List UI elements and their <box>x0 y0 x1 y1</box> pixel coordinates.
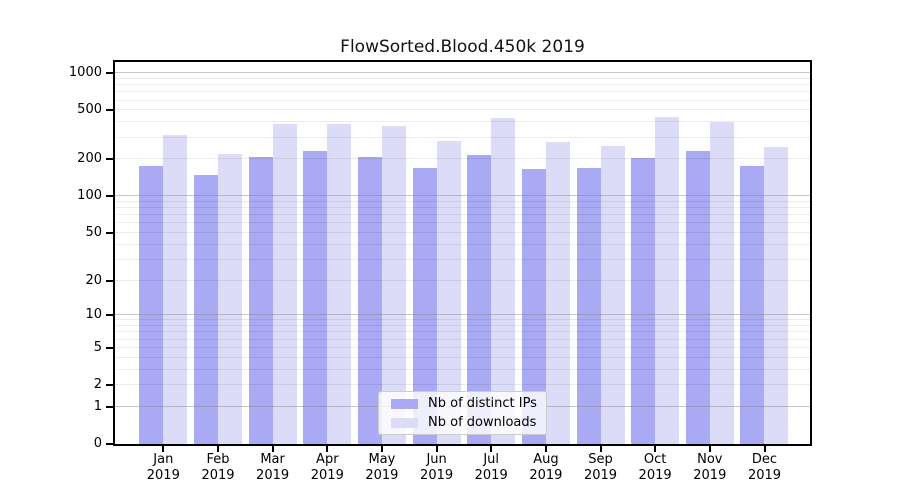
x-label-year-apr: 2019 <box>310 468 344 483</box>
x-label-month-feb: Feb <box>206 452 230 467</box>
legend-label-downloads: Nb of downloads <box>428 414 537 430</box>
y-tick-label-50: 50 <box>85 224 102 240</box>
bar-downloads-may <box>381 125 406 444</box>
y-tick-1000 <box>106 72 113 75</box>
x-label-month-mar: Mar <box>260 452 285 467</box>
bar-downloads-apr <box>327 123 352 444</box>
x-tick-apr <box>326 446 329 452</box>
y-tick-label-0: 0 <box>93 436 102 451</box>
y-tick-2 <box>106 384 113 386</box>
gridline-400 <box>115 121 810 123</box>
x-label-year-sep: 2019 <box>583 468 618 483</box>
y-tick-100 <box>106 195 113 198</box>
legend: Nb of distinct IPs Nb of downloads <box>378 391 547 435</box>
gridline-500 <box>115 109 810 111</box>
bar-downloads-oct <box>655 117 680 444</box>
x-tick-feb <box>217 446 219 452</box>
y-tick-label-1: 1 <box>93 398 102 414</box>
x-label-year-jul: 2019 <box>474 468 508 483</box>
bar-distinct-ips-may <box>357 157 382 444</box>
x-tick-jan <box>162 446 165 452</box>
bar-distinct-ips-feb <box>193 174 218 444</box>
bar-downloads-aug <box>545 142 570 444</box>
legend-swatch-distinct-ips <box>391 398 418 409</box>
x-label-month-dec: Dec <box>751 452 778 467</box>
x-tick-nov <box>708 446 711 452</box>
x-label-year-jun: 2019 <box>420 468 454 483</box>
x-label-year-jan: 2019 <box>146 468 180 483</box>
x-label-month-jul: Jul <box>483 452 500 467</box>
y-tick-label-20: 20 <box>85 272 102 288</box>
x-tick-jun <box>435 446 438 452</box>
x-label-year-feb: 2019 <box>201 468 235 483</box>
y-tick-20 <box>106 279 113 282</box>
x-label-month-oct: Oct <box>643 452 667 467</box>
y-tick-50 <box>106 231 113 234</box>
x-tick-aug <box>544 446 547 452</box>
x-tick-oct <box>654 446 657 452</box>
legend-swatch-downloads <box>391 417 418 428</box>
y-tick-0 <box>106 443 113 445</box>
y-tick-label-500: 500 <box>77 102 102 118</box>
gridline-700 <box>115 91 810 93</box>
gridline-300 <box>115 136 810 138</box>
bar-downloads-jul <box>491 118 516 444</box>
x-label-month-apr: Apr <box>316 452 339 467</box>
bar-downloads-sep <box>600 145 625 444</box>
bar-downloads-dec <box>764 147 789 444</box>
x-tick-mar <box>271 446 274 452</box>
bar-distinct-ips-mar <box>248 156 273 444</box>
x-label-year-nov: 2019 <box>693 468 727 483</box>
x-tick-may <box>380 446 383 452</box>
x-label-year-may: 2019 <box>365 468 399 483</box>
y-tick-5 <box>106 346 113 349</box>
bar-distinct-ips-nov <box>685 150 710 444</box>
gridline-900 <box>115 77 810 79</box>
y-tick-label-100: 100 <box>77 188 102 204</box>
x-label-month-may: May <box>368 452 396 467</box>
y-tick-label-10: 10 <box>85 307 102 323</box>
x-label-month-sep: Sep <box>588 452 613 467</box>
legend-row-downloads: Nb of downloads <box>386 415 538 431</box>
bar-distinct-ips-oct <box>631 158 656 444</box>
x-label-year-mar: 2019 <box>256 468 290 483</box>
legend-row-distinct-ips: Nb of distinct IPs <box>386 396 538 412</box>
x-label-month-nov: Nov <box>697 452 723 467</box>
gridline-1000 <box>115 72 810 74</box>
y-tick-label-5: 5 <box>93 339 102 355</box>
y-tick-1 <box>106 405 113 408</box>
bar-downloads-feb <box>217 153 242 444</box>
bar-distinct-ips-jan <box>139 165 164 444</box>
x-tick-jul <box>490 446 493 452</box>
y-tick-label-1000: 1000 <box>68 65 102 81</box>
gridline-800 <box>115 84 810 86</box>
bar-downloads-nov <box>709 122 734 444</box>
x-label-month-jun: Jun <box>426 452 447 467</box>
y-tick-200 <box>106 158 113 161</box>
y-tick-10 <box>106 314 113 317</box>
x-tick-sep <box>599 446 602 452</box>
x-label-year-aug: 2019 <box>529 468 563 483</box>
bar-distinct-ips-sep <box>576 167 601 444</box>
y-tick-500 <box>106 109 113 112</box>
y-tick-label-200: 200 <box>77 151 102 167</box>
x-label-month-jan: Jan <box>153 452 174 467</box>
bar-distinct-ips-dec <box>740 165 765 444</box>
chart-title: FlowSorted.Blood.450k 2019 <box>340 37 585 57</box>
bar-distinct-ips-apr <box>303 150 328 444</box>
bar-downloads-jan <box>163 134 188 444</box>
bar-downloads-mar <box>272 124 297 444</box>
x-tick-dec <box>763 446 766 452</box>
x-label-month-aug: Aug <box>533 452 559 467</box>
legend-label-distinct-ips: Nb of distinct IPs <box>428 395 537 411</box>
y-tick-label-2: 2 <box>93 377 102 392</box>
gridline-600 <box>115 99 810 101</box>
x-label-year-dec: 2019 <box>747 468 782 483</box>
x-label-year-oct: 2019 <box>638 468 672 483</box>
plot-area <box>113 60 812 446</box>
